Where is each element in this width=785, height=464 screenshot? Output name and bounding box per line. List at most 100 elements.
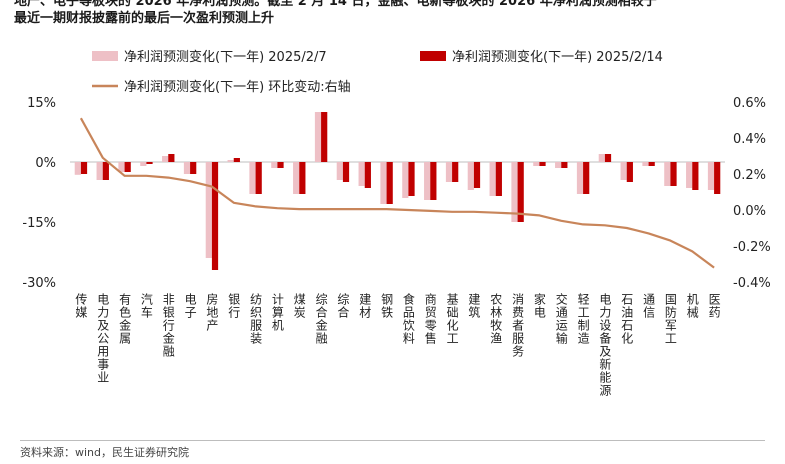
bar xyxy=(539,162,546,166)
bar xyxy=(255,162,262,194)
bar xyxy=(555,162,562,168)
category-label: 建筑 xyxy=(467,293,481,319)
bar xyxy=(96,162,103,180)
category-label: 轻工制造 xyxy=(576,293,590,345)
category-label: 电力设备及新能源 xyxy=(598,293,612,397)
bars xyxy=(74,112,721,270)
bar xyxy=(233,158,240,162)
bar xyxy=(664,162,671,186)
bar xyxy=(620,162,627,180)
category-label: 综合 xyxy=(336,293,350,319)
bar xyxy=(321,112,328,162)
bar xyxy=(168,154,175,162)
bar xyxy=(364,162,371,188)
category-label: 电力及公用事业 xyxy=(96,293,110,384)
category-label: 有色金属 xyxy=(118,293,132,345)
category-label: 汽车 xyxy=(139,292,153,319)
y-tick-label: 0% xyxy=(35,156,56,171)
category-label: 煤炭 xyxy=(292,293,306,319)
legend-label: 净利润预测变化(下一年) 2025/2/7 xyxy=(124,49,327,65)
y-tick-label: -30% xyxy=(22,276,56,291)
bar xyxy=(576,162,584,194)
bar xyxy=(146,162,153,164)
y2-tick-label: 0.0% xyxy=(733,204,766,219)
bar xyxy=(583,162,590,194)
bar xyxy=(408,162,415,196)
category-label: 通信 xyxy=(642,293,656,319)
y2-tick-label: 0.2% xyxy=(733,168,766,183)
report-header: 地产、电子等板块的 2026 年净利润预测。截至 2 月 14 日，金融、电新等… xyxy=(14,0,785,27)
bar xyxy=(642,162,649,166)
bar xyxy=(517,162,524,222)
category-label: 纺织服装 xyxy=(249,293,263,345)
legend-swatch xyxy=(420,51,446,61)
bar xyxy=(561,162,568,168)
bar xyxy=(386,162,393,204)
bar xyxy=(358,162,365,186)
category-label: 基础化工 xyxy=(445,293,459,345)
bar xyxy=(495,162,502,196)
bar xyxy=(648,162,655,166)
bar xyxy=(467,162,474,190)
bar xyxy=(686,162,693,188)
y2-tick-label: 0.4% xyxy=(733,132,766,147)
category-label: 钢铁 xyxy=(380,293,394,319)
bar xyxy=(124,162,131,172)
line-series xyxy=(79,117,715,269)
bar xyxy=(336,162,343,180)
category-label: 国防军工 xyxy=(663,293,677,345)
bar xyxy=(604,154,612,162)
category-label: 石油石化 xyxy=(620,293,634,345)
bar xyxy=(598,154,605,162)
series-line xyxy=(79,117,715,269)
category-label: 食品饮料 xyxy=(401,292,415,345)
bar xyxy=(707,162,715,190)
category-label: 交通运输 xyxy=(554,292,568,345)
category-label: 综合金融 xyxy=(314,293,328,345)
bar xyxy=(227,160,234,162)
bar xyxy=(102,162,109,180)
bar xyxy=(473,162,481,188)
category-label: 房地产 xyxy=(205,292,219,332)
category-label: 非银行金融 xyxy=(161,293,175,358)
y2-tick-label: 0.6% xyxy=(733,96,766,111)
bar xyxy=(445,162,453,182)
bar xyxy=(249,162,256,194)
legend-label: 净利润预测变化(下一年) 环比变动:右轴 xyxy=(124,79,351,95)
axes: 15% 0% -15% -30% 0.6% 0.4% 0.2% 0.0% -0.2% -0.4% xyxy=(22,96,770,291)
bar xyxy=(190,162,197,174)
category-label: 商贸零售 xyxy=(423,292,437,345)
category-label: 机械 xyxy=(685,293,699,319)
bar xyxy=(205,162,212,258)
bar xyxy=(533,162,540,166)
bar xyxy=(183,162,191,174)
bar xyxy=(80,162,88,174)
category-labels: 传媒 电力及公用事业 有色金属 汽车 非银行金融 电子 房地产 银行 纺织服装 计算机 煤炭 综合金融… xyxy=(74,292,721,397)
bar xyxy=(380,162,387,204)
bar xyxy=(314,112,322,162)
category-label: 电子 xyxy=(183,293,197,319)
combo-chart: 净利润预测变化(下一年) 2025/2/7 净利润预测变化(下一年) 2025/2… xyxy=(22,49,770,397)
bar xyxy=(140,162,147,166)
bar xyxy=(511,162,518,222)
category-label: 家电 xyxy=(532,292,546,319)
bar xyxy=(271,162,278,168)
category-label: 计算机 xyxy=(270,293,284,332)
legend: 净利润预测变化(下一年) 2025/2/7 净利润预测变化(下一年) 2025/2… xyxy=(92,49,663,95)
y2-tick-label: -0.4% xyxy=(733,276,771,291)
bar xyxy=(277,162,284,168)
y-tick-label: 15% xyxy=(27,96,56,111)
category-label: 医药 xyxy=(707,293,721,319)
bar xyxy=(162,156,169,162)
header-line-1: 地产、电子等板块的 2026 年净利润预测。截至 2 月 14 日，金融、电新等… xyxy=(14,0,657,9)
bar xyxy=(692,162,699,190)
bar xyxy=(211,162,219,270)
bar xyxy=(293,162,300,194)
bar xyxy=(118,162,125,172)
footer-source: 资料来源：wind，民生证券研究院 xyxy=(20,440,765,460)
bar xyxy=(424,162,431,200)
bar xyxy=(452,162,459,182)
category-label: 农林牧渔 xyxy=(489,293,503,345)
category-label: 银行 xyxy=(227,293,241,319)
bar xyxy=(299,162,306,194)
